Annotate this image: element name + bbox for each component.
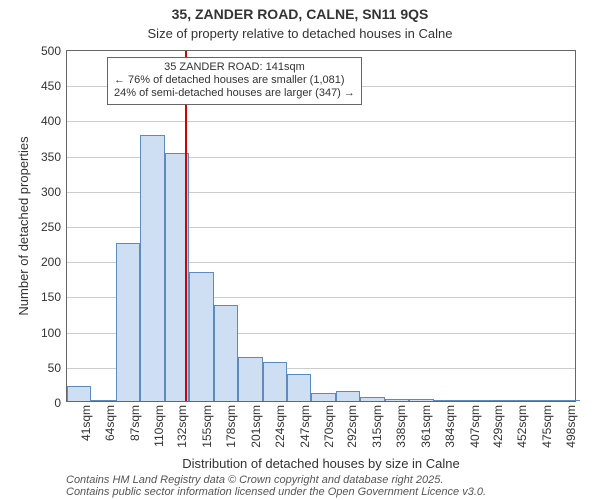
y-tick-label: 400 bbox=[41, 114, 67, 128]
histogram-bar bbox=[458, 400, 482, 401]
histogram-bar bbox=[385, 399, 409, 401]
y-tick-label: 50 bbox=[48, 361, 67, 375]
histogram-bar bbox=[116, 243, 140, 401]
histogram-bar bbox=[67, 386, 91, 401]
histogram-bar bbox=[482, 400, 506, 401]
y-tick-label: 200 bbox=[41, 255, 67, 269]
x-tick-label: 429sqm bbox=[491, 405, 505, 448]
x-tick-label: 384sqm bbox=[443, 405, 457, 448]
plot-area: 05010015020025030035040045050041sqm64sqm… bbox=[66, 50, 576, 402]
histogram-bar bbox=[360, 397, 384, 401]
histogram-bar bbox=[336, 391, 360, 401]
x-tick-label: 201sqm bbox=[249, 405, 263, 448]
chart-container: 35, ZANDER ROAD, CALNE, SN11 9QS Size of… bbox=[0, 0, 600, 500]
histogram-bar bbox=[287, 374, 311, 401]
y-tick-label: 100 bbox=[41, 326, 67, 340]
callout-box: 35 ZANDER ROAD: 141sqm← 76% of detached … bbox=[107, 57, 362, 105]
x-tick-label: 475sqm bbox=[540, 405, 554, 448]
x-tick-label: 178sqm bbox=[224, 405, 238, 448]
histogram-bar bbox=[556, 400, 580, 401]
histogram-bar bbox=[434, 400, 458, 401]
histogram-bar bbox=[214, 305, 238, 401]
y-tick-label: 0 bbox=[54, 396, 67, 410]
callout-line: 35 ZANDER ROAD: 141sqm bbox=[114, 61, 355, 74]
histogram-bar bbox=[263, 362, 287, 401]
histogram-bar bbox=[311, 393, 335, 401]
x-tick-label: 247sqm bbox=[298, 405, 312, 448]
x-tick-label: 292sqm bbox=[345, 405, 359, 448]
histogram-bar bbox=[507, 400, 531, 401]
y-tick-label: 150 bbox=[41, 290, 67, 304]
x-tick-label: 132sqm bbox=[175, 405, 189, 448]
x-tick-label: 41sqm bbox=[79, 405, 93, 441]
x-tick-label: 315sqm bbox=[370, 405, 384, 448]
x-tick-label: 224sqm bbox=[273, 405, 287, 448]
x-tick-label: 407sqm bbox=[468, 405, 482, 448]
histogram-bar bbox=[238, 357, 262, 401]
callout-line: ← 76% of detached houses are smaller (1,… bbox=[114, 74, 355, 87]
x-tick-label: 155sqm bbox=[200, 405, 214, 448]
gridline bbox=[67, 121, 575, 122]
x-tick-label: 338sqm bbox=[394, 405, 408, 448]
x-tick-label: 64sqm bbox=[103, 405, 117, 441]
x-tick-label: 498sqm bbox=[564, 405, 578, 448]
callout-line: 24% of semi-detached houses are larger (… bbox=[114, 87, 355, 100]
x-tick-label: 270sqm bbox=[322, 405, 336, 448]
histogram-bar bbox=[531, 400, 555, 401]
y-tick-label: 250 bbox=[41, 220, 67, 234]
x-tick-label: 361sqm bbox=[419, 405, 433, 448]
y-axis-label: Number of detached properties bbox=[16, 136, 31, 315]
chart-title-line2: Size of property relative to detached ho… bbox=[0, 26, 600, 41]
chart-title-line1: 35, ZANDER ROAD, CALNE, SN11 9QS bbox=[0, 6, 600, 22]
x-tick-label: 87sqm bbox=[128, 405, 142, 441]
footer-line1: Contains HM Land Registry data © Crown c… bbox=[66, 474, 486, 486]
histogram-bar bbox=[189, 272, 213, 401]
histogram-bar bbox=[91, 400, 115, 401]
x-tick-label: 452sqm bbox=[515, 405, 529, 448]
histogram-bar bbox=[140, 135, 164, 401]
footer-attribution: Contains HM Land Registry data © Crown c… bbox=[66, 474, 486, 498]
histogram-bar bbox=[409, 399, 433, 401]
footer-line2: Contains public sector information licen… bbox=[66, 486, 486, 498]
y-tick-label: 450 bbox=[41, 79, 67, 93]
y-tick-label: 500 bbox=[41, 44, 67, 58]
y-tick-label: 300 bbox=[41, 185, 67, 199]
x-tick-label: 110sqm bbox=[152, 405, 166, 447]
y-tick-label: 350 bbox=[41, 150, 67, 164]
x-axis-label: Distribution of detached houses by size … bbox=[66, 456, 576, 471]
